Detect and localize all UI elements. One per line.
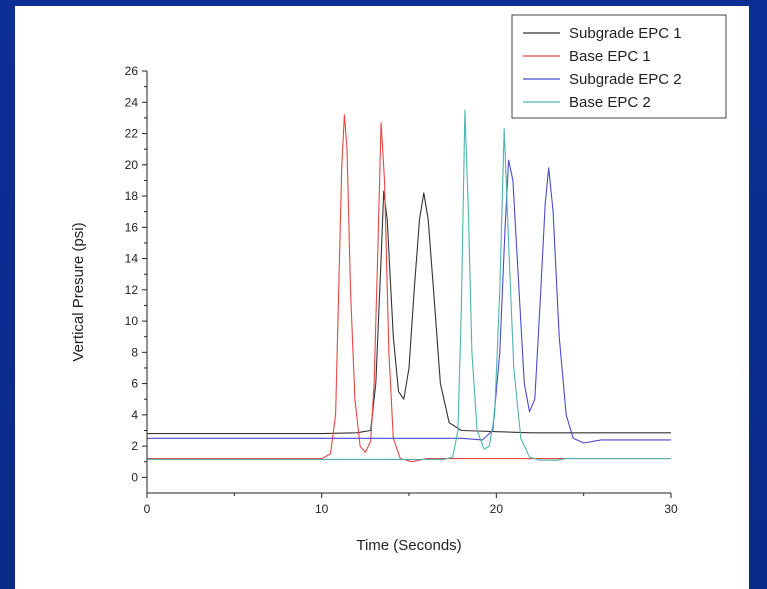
legend-label-2: Base EPC 1	[569, 48, 651, 65]
y-tick-label-6: 6	[131, 377, 138, 391]
y-tick-label-20: 20	[125, 158, 139, 172]
legend-box	[511, 14, 727, 119]
series-line-4	[147, 109, 671, 461]
series-line-2	[147, 114, 671, 463]
series-line-1	[147, 190, 671, 435]
x-tick-label-20: 20	[490, 502, 504, 516]
y-tick-label-24: 24	[125, 95, 139, 109]
x-axis-title: Time (Seconds)	[356, 537, 461, 554]
y-tick-label-10: 10	[125, 314, 139, 328]
y-tick-label-2: 2	[131, 439, 138, 453]
x-tick-label-30: 30	[664, 502, 678, 516]
y-tick-label-18: 18	[125, 189, 139, 203]
y-tick-label-22: 22	[125, 127, 139, 141]
x-tick-label-0: 0	[144, 502, 151, 516]
x-tick-label-10: 10	[315, 502, 329, 516]
chart-panel: 0 2 4 6 8 10 12 14 16 18 20 22 24 26 0 10 20 30 Vertical …	[15, 6, 749, 589]
plot-lines	[147, 109, 671, 463]
y-tick-label-14: 14	[125, 252, 139, 266]
y-tick-label-4: 4	[131, 408, 138, 422]
y-tick-label-16: 16	[125, 220, 139, 234]
legend-label-4: Base EPC 2	[569, 94, 651, 111]
legend-label-3: Subgrade EPC 2	[569, 71, 682, 88]
y-tick-label-26: 26	[125, 64, 139, 78]
y-tick-label-8: 8	[131, 345, 138, 359]
series-line-3	[147, 159, 671, 444]
y-tick-label-12: 12	[125, 283, 139, 297]
legend: Subgrade EPC 1 Base EPC 1 Subgrade EPC 2 Ba…	[511, 14, 727, 119]
legend-label-1: Subgrade EPC 1	[569, 25, 682, 42]
y-tick-label-0: 0	[131, 470, 138, 484]
y-axis-title: Vertical Presure (psi)	[70, 222, 87, 361]
